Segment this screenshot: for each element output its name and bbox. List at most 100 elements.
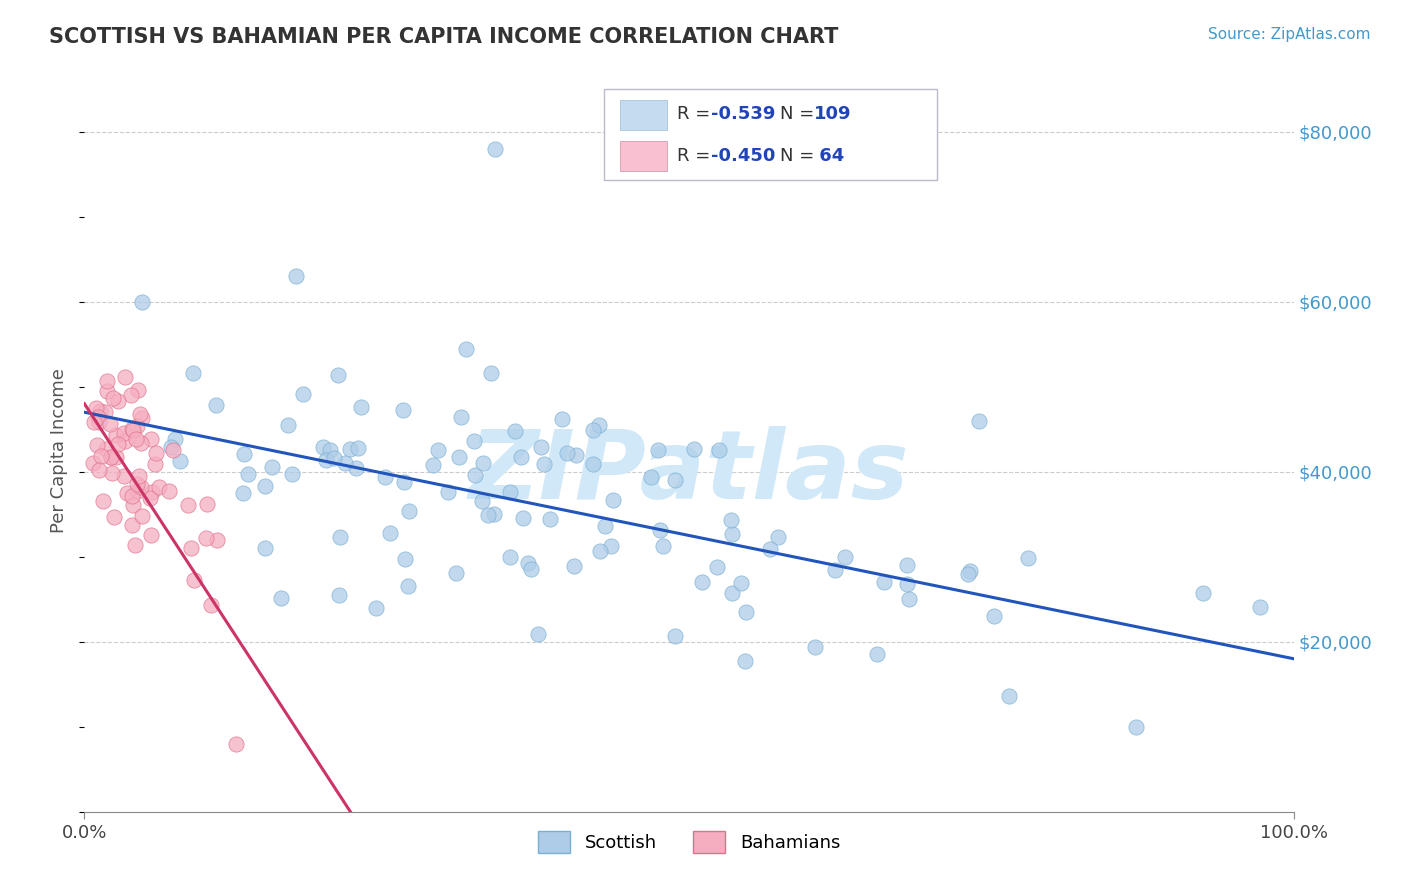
Point (131, 509, 153, 524)
Point (176, 499, 198, 513)
Point (866, 648, 889, 662)
Point (96, 374, 118, 388)
Point (734, 654, 756, 668)
Point (312, 440, 335, 454)
Point (720, 513, 742, 527)
Point (107, 393, 129, 408)
Point (589, 543, 612, 558)
Text: SCOTTISH VS BAHAMIAN PER CAPITA INCOME CORRELATION CHART: SCOTTISH VS BAHAMIAN PER CAPITA INCOME C… (49, 27, 838, 46)
Point (374, 470, 396, 484)
Point (225, 737, 247, 751)
FancyBboxPatch shape (620, 100, 668, 129)
Point (967, 414, 990, 428)
Point (131, 294, 153, 309)
Point (437, 485, 460, 500)
Point (503, 425, 526, 439)
Point (664, 473, 686, 487)
Point (163, 432, 186, 446)
FancyBboxPatch shape (605, 89, 936, 179)
Point (499, 485, 522, 500)
Point (281, 467, 304, 481)
Point (647, 442, 669, 457)
Point (562, 558, 585, 573)
Point (148, 480, 170, 494)
Point (253, 541, 276, 555)
Point (366, 600, 388, 615)
Point (347, 441, 370, 455)
Point (121, 421, 143, 435)
Point (512, 511, 534, 525)
Point (86, 438, 108, 452)
Point (735, 606, 758, 620)
Point (766, 530, 789, 544)
Point (162, 443, 184, 458)
Point (103, 510, 125, 524)
Point (392, 403, 415, 417)
Point (101, 467, 124, 481)
Point (482, 508, 505, 522)
Point (204, 397, 226, 411)
Point (205, 533, 228, 547)
Point (804, 640, 827, 654)
Point (690, 574, 713, 589)
Point (83, 415, 105, 429)
Point (450, 410, 472, 425)
Point (89, 403, 111, 417)
Point (983, 608, 1005, 623)
Point (602, 493, 624, 508)
Point (96, 442, 118, 457)
Point (260, 460, 283, 475)
Point (100, 450, 122, 464)
Point (121, 517, 143, 532)
Point (873, 574, 896, 589)
Point (94, 405, 117, 419)
Point (114, 370, 136, 384)
Point (510, 450, 533, 465)
Point (87, 415, 110, 429)
Point (90, 449, 112, 463)
Point (180, 541, 202, 556)
Point (328, 588, 350, 602)
Point (898, 591, 921, 606)
Point (555, 446, 578, 460)
Point (446, 566, 468, 581)
Point (131, 480, 153, 494)
Point (599, 539, 621, 553)
Point (339, 442, 361, 456)
Point (129, 435, 152, 450)
Point (456, 342, 478, 356)
Point (121, 498, 143, 512)
Point (520, 562, 543, 576)
Point (582, 457, 605, 471)
Point (112, 426, 135, 441)
Point (169, 453, 191, 467)
Point (200, 598, 222, 612)
Point (530, 440, 553, 454)
Point (236, 467, 259, 481)
Point (652, 539, 675, 553)
Point (145, 457, 167, 471)
Text: Source: ZipAtlas.com: Source: ZipAtlas.com (1208, 27, 1371, 42)
Point (284, 269, 308, 284)
Point (538, 511, 561, 525)
Point (472, 456, 495, 470)
Point (107, 437, 129, 451)
Legend: Scottish, Bahamians: Scottish, Bahamians (530, 824, 848, 861)
Point (87, 463, 110, 477)
Point (128, 468, 150, 483)
Text: -0.450: -0.450 (710, 147, 775, 165)
Point (516, 556, 538, 570)
Point (120, 388, 142, 402)
Point (464, 468, 486, 483)
Point (315, 452, 337, 467)
Point (1125, 720, 1147, 734)
Point (181, 366, 204, 380)
Text: R =: R = (676, 147, 716, 165)
Point (588, 417, 610, 432)
Point (709, 442, 731, 457)
Point (333, 456, 356, 470)
Point (956, 566, 979, 581)
Point (499, 549, 522, 564)
Point (129, 407, 152, 421)
Point (87, 409, 110, 424)
